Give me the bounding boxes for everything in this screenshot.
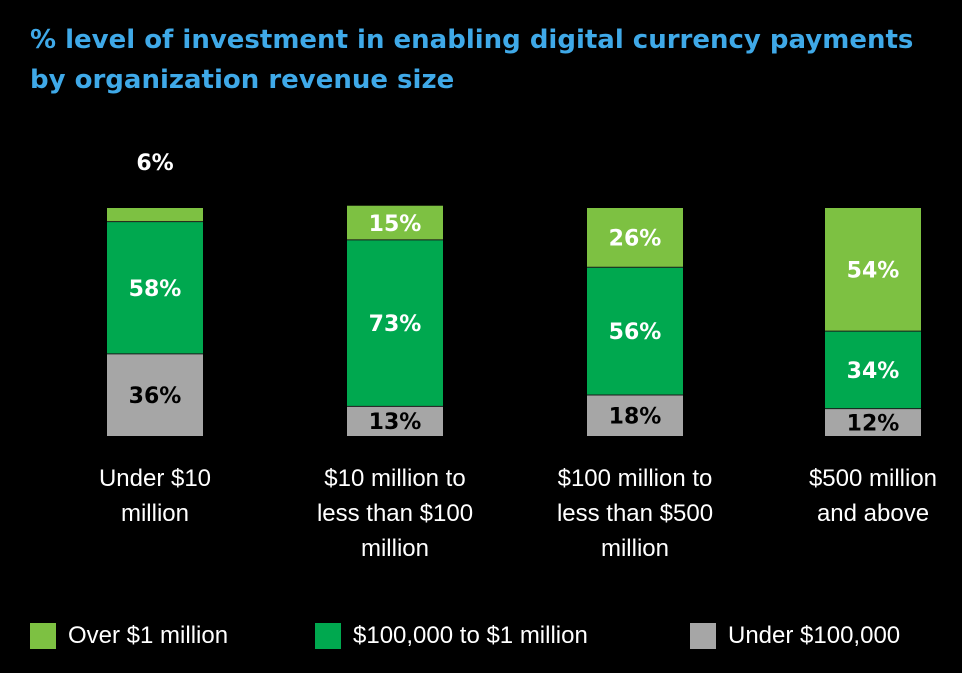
data-label: 73% [369,312,422,337]
legend-item-under-100k: Under $100,000 [690,618,900,654]
legend-swatch-under-100k [690,623,716,649]
category-label-line: $10 million to [324,465,465,492]
legend-label-100k-to-1m: $100,000 to $1 million [353,622,588,649]
bar-segment [587,208,683,268]
legend-item-100k-to-1m: $100,000 to $1 million [315,618,588,654]
category-label: $10 million to less than $100 million [317,465,473,562]
data-label: 58% [129,277,182,302]
category-label-line: less than $500 [557,500,713,527]
stacked-bar-chart: 36% 58% 6% Under $10 million 13% 73% 15% $10 mil… [99,151,937,562]
bar-segment [107,353,203,436]
category-label-line: $100 million to [558,465,713,492]
category-label: $500 million and above [809,465,937,527]
bar-segment [587,394,683,436]
category-label-line: $500 million [809,465,937,492]
category-label: $100 million to less than $500 million [557,465,713,562]
category-label-line: Under $10 [99,465,211,492]
bar-segment [347,205,443,240]
bar-segment [825,331,921,409]
category-label: Under $10 million [99,465,211,527]
data-label: 18% [609,404,662,429]
legend-item-over-1m: Over $1 million [30,618,228,654]
category-label-line: million [121,500,189,527]
data-label: 26% [609,227,662,252]
bar-segment [825,408,921,436]
category-label-line: and above [817,500,929,527]
data-label: 56% [609,320,662,345]
category-label-line: million [361,535,429,562]
data-label: 12% [847,411,900,436]
data-label: 54% [847,259,900,284]
legend-swatch-100k-to-1m [315,623,341,649]
chart-title-line-1: % level of investment in enabling digita… [30,25,914,55]
bar-segment [347,239,443,407]
category-label-line: less than $100 [317,500,473,527]
chart-title: % level of investment in enabling digita… [30,20,950,100]
chart-title-line-2: by organization revenue size [30,65,455,95]
data-label: 6% [136,151,173,176]
data-label: 34% [847,359,900,384]
legend-swatch-over-1m [30,623,56,649]
bar-segment [825,208,921,332]
bar-segment [347,406,443,436]
bar-segment [107,208,203,222]
data-label: 15% [369,212,422,237]
data-label: 13% [369,410,422,435]
bar-segment [587,267,683,395]
legend-label-over-1m: Over $1 million [68,622,229,649]
chart-legend: Over $1 million $100,000 to $1 million U… [30,618,950,654]
bar-segment [107,221,203,354]
data-label: 36% [129,384,182,409]
category-label-line: million [601,535,669,562]
legend-label-under-100k: Under $100,000 [728,622,901,649]
